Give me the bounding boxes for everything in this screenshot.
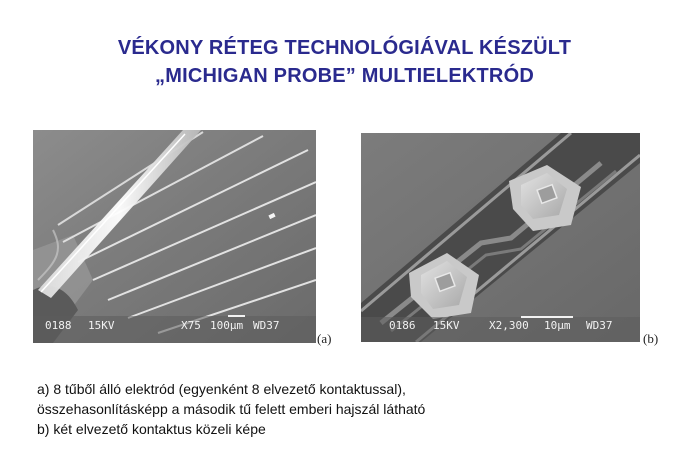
- contact-pad-2: [409, 253, 479, 319]
- caption-line-2: összehasonlításképp a második tű felett …: [37, 401, 426, 417]
- figure-caption: a) 8 tűből álló elektród (egyenként 8 el…: [37, 379, 657, 439]
- working-distance-b: WD37: [586, 319, 613, 332]
- magnification-b: X2,300: [489, 319, 529, 332]
- figure-label-a: (a): [317, 331, 332, 346]
- caption-line-3: b) két elvezető kontaktus közeli képe: [37, 421, 266, 437]
- caption-line-1: a) 8 tűből álló elektród (egyenként 8 el…: [37, 381, 406, 397]
- image-number-b: 0186: [389, 319, 416, 332]
- image-number-a: 0188: [45, 319, 72, 332]
- title-line-2: „MICHIGAN PROBE” MULTIELEKTRÓD: [155, 65, 534, 87]
- voltage-a: 15KV: [88, 319, 115, 332]
- human-hair: [38, 130, 201, 298]
- voltage-b: 15KV: [433, 319, 460, 332]
- slide-title: VÉKONY RÉTEG TECHNOLÓGIÁVAL KÉSZÜLT „MIC…: [0, 34, 689, 90]
- sem-micrograph-b: 0186 15KV X2,300 10µm WD37: [360, 131, 641, 344]
- title-line-1: VÉKONY RÉTEG TECHNOLÓGIÁVAL KÉSZÜLT: [117, 37, 572, 59]
- figure-label-b: (b): [643, 331, 659, 346]
- scale-a: 100µm: [210, 319, 243, 332]
- working-distance-a: WD37: [253, 319, 280, 332]
- contact-pad-1: [509, 165, 581, 231]
- sem-micrograph-a: 0188 15KV X75 100µm WD37: [33, 130, 317, 343]
- sem-image-b: 0186 15KV X2,300 10µm WD37: [360, 131, 641, 344]
- magnification-a: X75: [181, 319, 201, 332]
- scale-b: 10µm: [544, 319, 571, 332]
- sem-image-a: 0188 15KV X75 100µm WD37: [33, 130, 317, 343]
- probe-shanks: [57, 131, 317, 334]
